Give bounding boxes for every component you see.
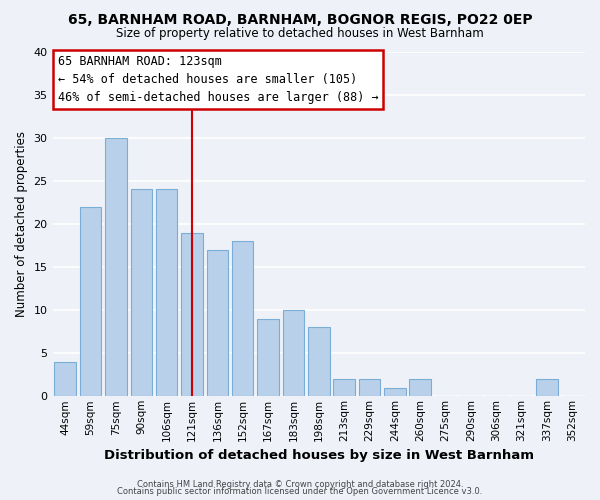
Text: Contains HM Land Registry data © Crown copyright and database right 2024.: Contains HM Land Registry data © Crown c… xyxy=(137,480,463,489)
Bar xyxy=(55,362,76,396)
Bar xyxy=(334,379,355,396)
Bar xyxy=(80,206,101,396)
Bar xyxy=(384,388,406,396)
Text: 65, BARNHAM ROAD, BARNHAM, BOGNOR REGIS, PO22 0EP: 65, BARNHAM ROAD, BARNHAM, BOGNOR REGIS,… xyxy=(68,12,532,26)
Bar xyxy=(359,379,380,396)
Text: 65 BARNHAM ROAD: 123sqm
← 54% of detached houses are smaller (105)
46% of semi-d: 65 BARNHAM ROAD: 123sqm ← 54% of detache… xyxy=(58,55,379,104)
Text: Size of property relative to detached houses in West Barnham: Size of property relative to detached ho… xyxy=(116,28,484,40)
Bar xyxy=(232,241,253,396)
Bar xyxy=(181,232,203,396)
Bar xyxy=(156,190,178,396)
Bar xyxy=(283,310,304,396)
X-axis label: Distribution of detached houses by size in West Barnham: Distribution of detached houses by size … xyxy=(104,450,534,462)
Text: Contains public sector information licensed under the Open Government Licence v3: Contains public sector information licen… xyxy=(118,487,482,496)
Bar xyxy=(206,250,228,396)
Bar xyxy=(105,138,127,396)
Bar xyxy=(409,379,431,396)
Bar xyxy=(131,190,152,396)
Bar xyxy=(257,318,279,396)
Y-axis label: Number of detached properties: Number of detached properties xyxy=(15,131,28,317)
Bar xyxy=(308,328,329,396)
Bar xyxy=(536,379,558,396)
